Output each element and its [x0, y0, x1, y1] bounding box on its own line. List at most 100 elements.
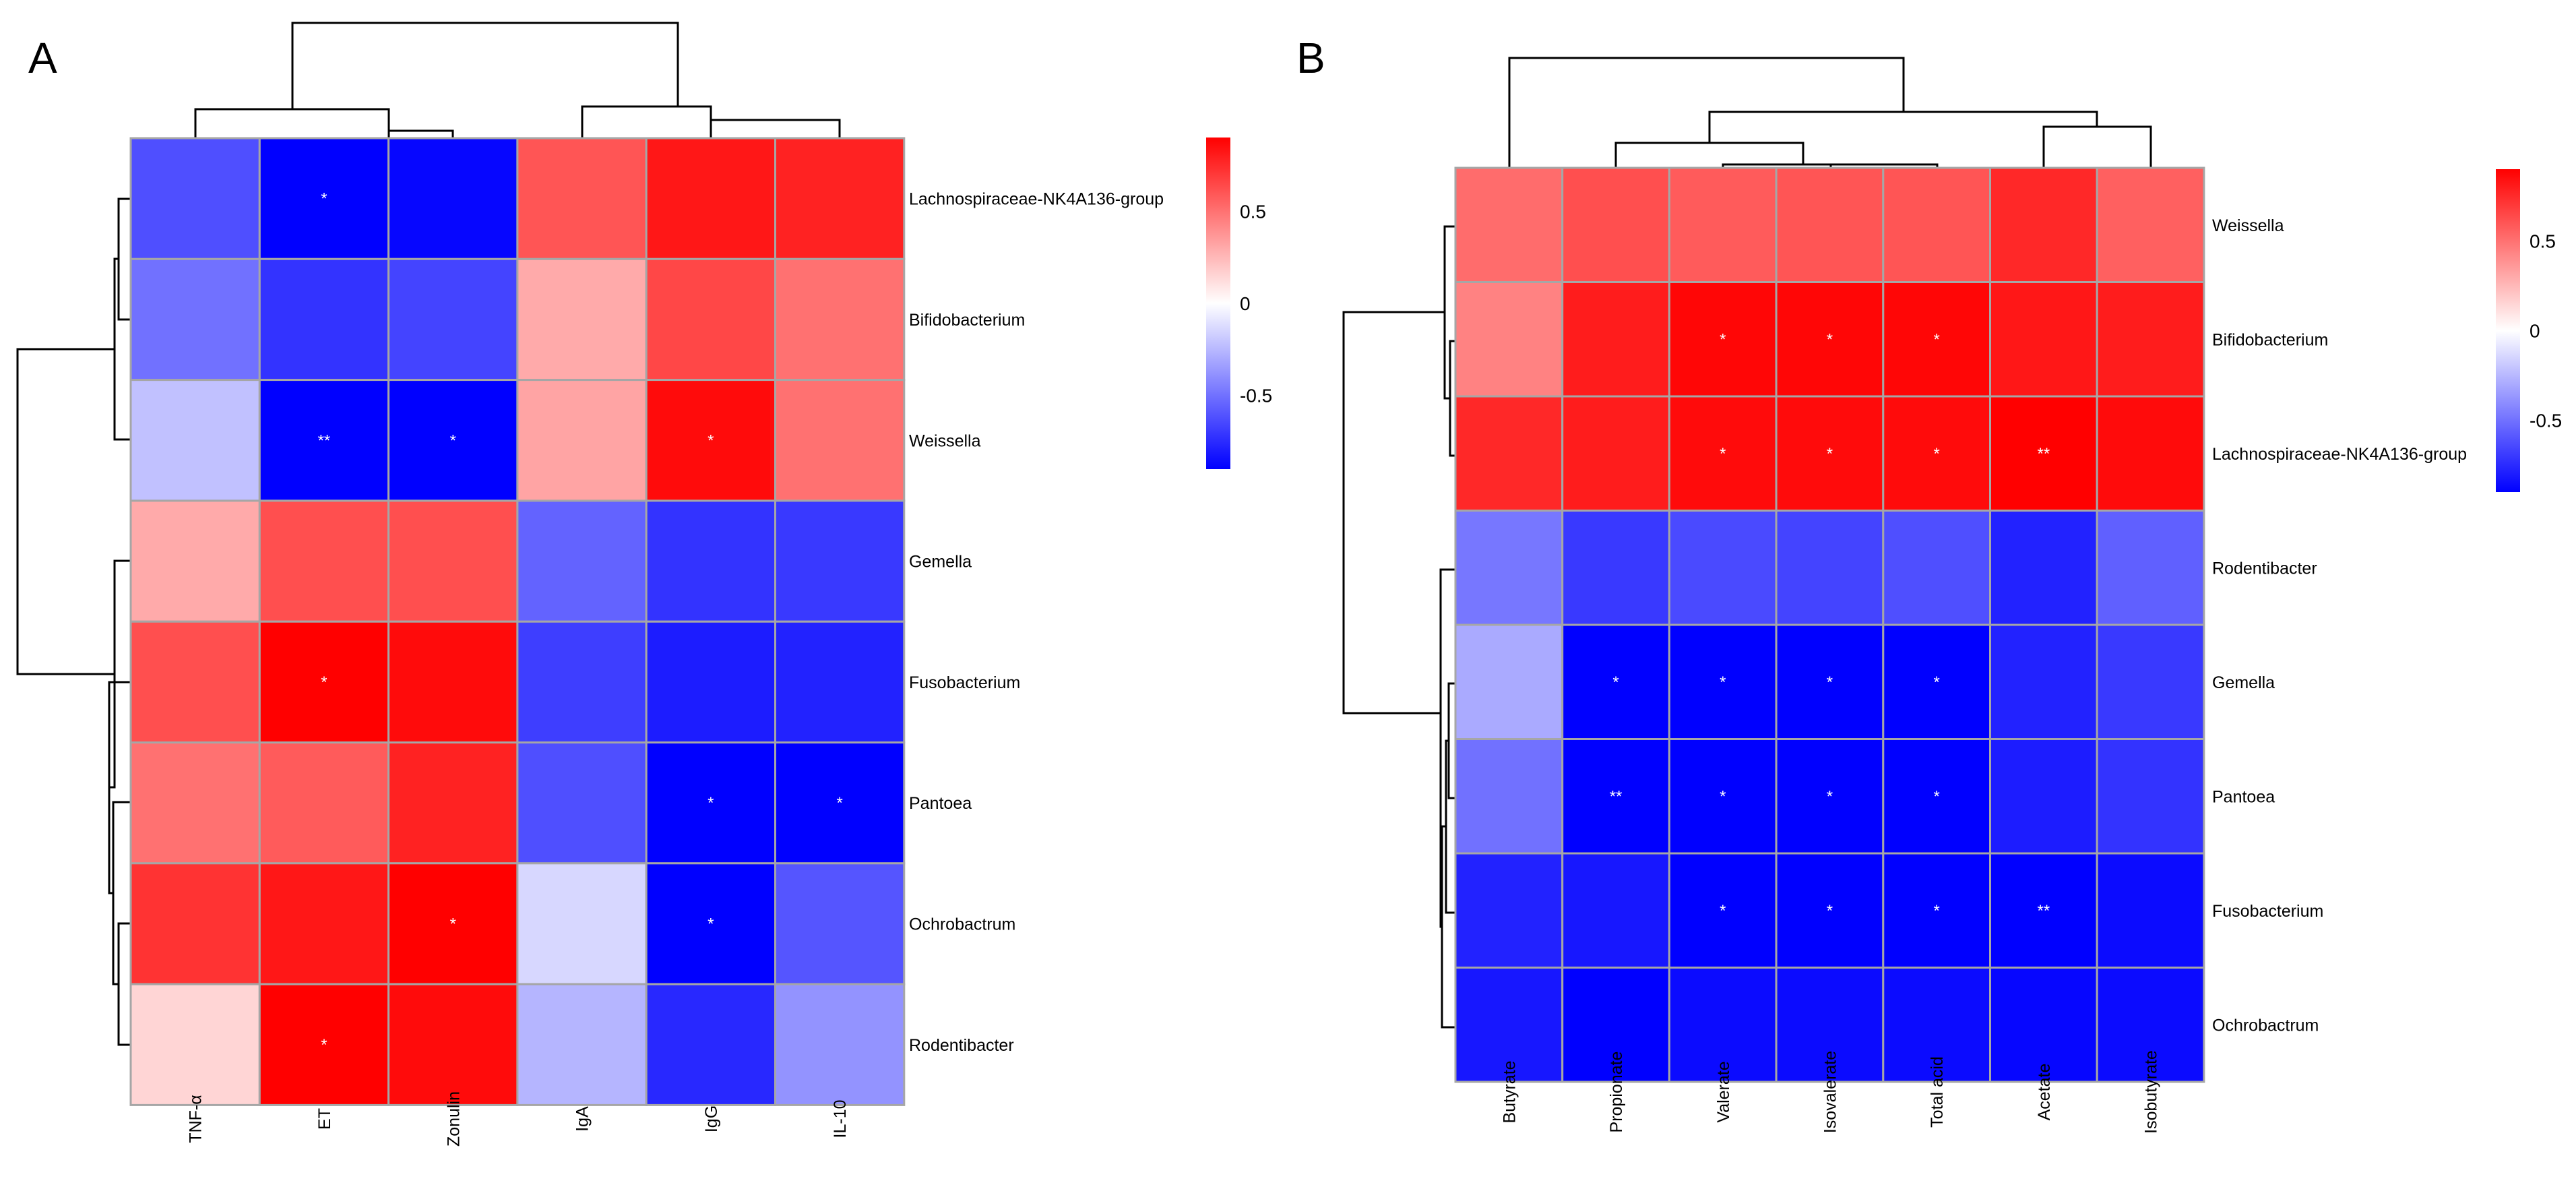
heatmap-cell [774, 620, 906, 744]
significance-mark: * [321, 673, 327, 692]
significance-mark: * [321, 190, 327, 208]
row-label: Lachnospiraceae-NK4A136-group [909, 190, 1164, 209]
heatmap-cell [2096, 967, 2205, 1083]
heatmap-cell [2096, 738, 2205, 855]
heatmap-cell [645, 499, 777, 623]
significance-mark: * [1933, 673, 1939, 692]
heatmap-cell [1454, 623, 1564, 740]
heatmap-cell [1561, 166, 1670, 283]
significance-mark: * [708, 794, 714, 812]
heatmap-cell [645, 983, 777, 1106]
significance-mark: ** [2038, 902, 2050, 920]
heatmap-cell [774, 137, 906, 260]
heatmap-cell [387, 983, 519, 1106]
heatmap-cell [1775, 166, 1885, 283]
heatmap-cell [1561, 852, 1670, 969]
heatmap-cell [2096, 852, 2205, 969]
panel-b-column-dendrogram [1508, 57, 2152, 168]
heatmap-cell [2096, 281, 2205, 398]
significance-mark: * [450, 431, 456, 450]
legend-tick-label: 0.5 [2530, 231, 2556, 251]
column-label: TNF-α [187, 1095, 206, 1143]
heatmap-cell [129, 741, 261, 865]
heatmap-cell [387, 620, 519, 744]
significance-mark: ** [318, 431, 331, 450]
heatmap-cell [2096, 166, 2205, 283]
heatmap-cell [1668, 166, 1778, 283]
column-label: Valerate [1714, 1061, 1733, 1122]
heatmap-cell [1882, 281, 1992, 398]
column-label: Butyrate [1500, 1060, 1519, 1123]
panel-b-significance-marks: * * ** * * *** * * *** * * ** * * ** [1610, 330, 2050, 920]
heatmap-cell [387, 499, 519, 623]
panel-a-significance-marks: *** * *** ** ** [318, 190, 843, 1054]
legend-tick-label: -0.5 [1240, 386, 1272, 406]
heatmap-cell [1561, 510, 1670, 626]
heatmap-cell [258, 741, 390, 865]
row-label: Ochrobactrum [2212, 1016, 2319, 1035]
heatmap-cell [129, 983, 261, 1106]
heatmap-cell [1561, 738, 1670, 855]
row-label: Rodentibacter [909, 1036, 1014, 1055]
heatmap-cell [516, 257, 648, 382]
significance-mark: * [1933, 330, 1939, 348]
significance-mark: * [1827, 445, 1833, 463]
column-label: Isovalerate [1821, 1051, 1840, 1133]
heatmap-cell [1989, 967, 2098, 1083]
heatmap-cell [1668, 395, 1778, 512]
heatmap-cell [129, 499, 261, 623]
panel-a-row-labels: Lachnospiraceae-NK4A136-group Bifidobacte… [909, 190, 1164, 1055]
significance-mark: * [1612, 673, 1619, 692]
heatmap-cell [258, 257, 390, 382]
heatmap-cell [258, 983, 390, 1106]
heatmap-cell [1775, 852, 1885, 969]
column-label: Zonulin [444, 1091, 463, 1147]
row-label: Pantoea [2212, 787, 2275, 806]
column-label: IgA [573, 1106, 592, 1132]
panel-b-row-labels: Weissella Bifidobacterium Lachnospiraceae-… [2212, 216, 2467, 1035]
heatmap-cell [1989, 281, 2098, 398]
heatmap-cell [516, 983, 648, 1106]
heatmap-cell [1668, 738, 1778, 855]
panel-b-color-legend: 0.5 0 -0.5 [2496, 169, 2562, 492]
heatmap-cell [2096, 510, 2205, 626]
heatmap-cell [2096, 623, 2205, 740]
heatmap-cell [774, 499, 906, 623]
heatmap-cell [1989, 166, 2098, 283]
row-label: Lachnospiraceae-NK4A136-group [2212, 445, 2467, 464]
heatmap-cell [1668, 852, 1778, 969]
heatmap-cell [645, 257, 777, 382]
heatmap-cell [1561, 967, 1670, 1083]
column-label: ET [315, 1108, 334, 1130]
heatmap-cell [2096, 395, 2205, 512]
heatmap-cell [774, 983, 906, 1106]
row-label: Pantoea [909, 794, 972, 813]
significance-mark: * [1720, 787, 1726, 805]
panel-a-column-labels: TNF-α ET Zonulin IgA IgG IL-10 [187, 1091, 850, 1147]
column-label: Isobutyrate [2142, 1050, 2161, 1134]
row-label: Fusobacterium [2212, 902, 2323, 921]
row-label: Bifidobacterium [909, 311, 1025, 330]
heatmap-cell [1561, 395, 1670, 512]
heatmap-cell [1668, 623, 1778, 740]
heatmap-cell [1882, 510, 1992, 626]
significance-mark: * [450, 915, 456, 933]
panel-a-column-dendrogram [194, 22, 841, 138]
heatmap-cell [129, 620, 261, 744]
heatmap-cell [1561, 281, 1670, 398]
legend-tick-label: -0.5 [2530, 410, 2562, 431]
heatmap-cell [516, 741, 648, 865]
heatmap-cell [1454, 738, 1564, 855]
heatmap-cell [774, 862, 906, 985]
heatmap-cell [1882, 738, 1992, 855]
significance-mark: * [1827, 673, 1833, 692]
color-scale-bar [2496, 169, 2520, 492]
significance-mark: * [1933, 445, 1939, 463]
heatmap-cell [774, 379, 906, 502]
heatmap-cell [387, 379, 519, 502]
heatmap-cell [516, 137, 648, 260]
panel-a-color-legend: 0.5 0 -0.5 [1206, 138, 1272, 469]
significance-mark: * [1933, 787, 1939, 805]
heatmap-cell [516, 620, 648, 744]
